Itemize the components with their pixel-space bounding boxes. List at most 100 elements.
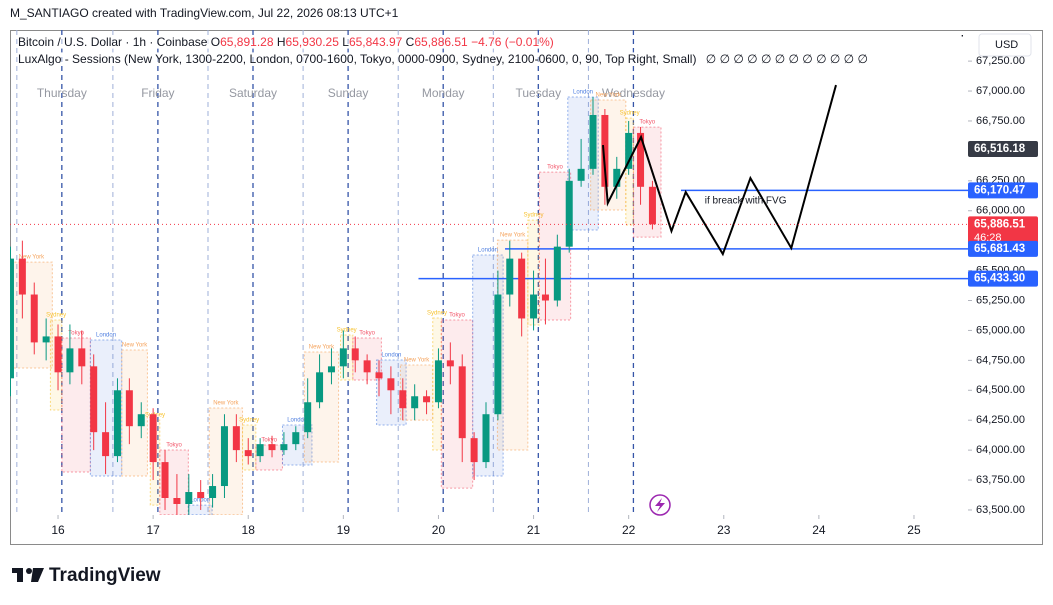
ohlc-value: 65,891.28 bbox=[220, 35, 274, 49]
session-label: Tokyo bbox=[547, 165, 563, 171]
session-box bbox=[121, 349, 148, 477]
session-label: Tokyo bbox=[449, 313, 465, 319]
x-tick-label: 25 bbox=[907, 523, 921, 537]
ohlc-value: 65,930.25 bbox=[285, 35, 339, 49]
change: −4.76 (−0.01%) bbox=[471, 35, 554, 49]
ohlc-key: L bbox=[342, 35, 349, 49]
y-tick-label: 63,750.00 bbox=[976, 474, 1025, 486]
session-label: New York bbox=[213, 401, 239, 407]
x-tick-label: 21 bbox=[527, 523, 541, 537]
candle-body bbox=[553, 246, 561, 301]
day-label: Thursday bbox=[37, 86, 87, 100]
candle-body bbox=[149, 414, 157, 463]
plot-area: Thursday Friday Saturday Sunday Monday Tuesda… bbox=[10, 30, 968, 515]
candle-body bbox=[292, 432, 300, 445]
session-label: Tokyo bbox=[166, 443, 182, 449]
ohlc-key: C bbox=[405, 35, 415, 49]
session-label: New York bbox=[596, 93, 622, 99]
x-tick-label: 16 bbox=[51, 523, 65, 537]
session-label: Tokyo bbox=[639, 120, 655, 126]
candle-body bbox=[113, 390, 121, 457]
candle-body bbox=[399, 390, 407, 409]
indicator-values: ∅ ∅ ∅ ∅ ∅ ∅ ∅ ∅ ∅ ∅ ∅ ∅ bbox=[705, 52, 868, 66]
candle-body bbox=[327, 366, 335, 373]
ohlc-key: O bbox=[210, 35, 221, 49]
day-label: Saturday bbox=[229, 86, 277, 100]
y-tick-label: 66,000.00 bbox=[976, 205, 1025, 217]
candle-body bbox=[102, 432, 110, 457]
price-tag bbox=[968, 240, 1038, 257]
candle-body bbox=[161, 462, 169, 499]
candle-body bbox=[18, 258, 26, 295]
candle-body bbox=[423, 396, 431, 403]
candle-body bbox=[173, 498, 181, 504]
day-label: Wednesday bbox=[602, 86, 665, 100]
symbol: Bitcoin / U.S. Dollar · 1h · Coinbase bbox=[18, 35, 208, 49]
session-label: Sydney bbox=[337, 328, 357, 334]
day-label: Friday bbox=[141, 86, 174, 100]
session-label: Sydney bbox=[524, 213, 544, 219]
price-tags: 66,516.1866,170.4765,886.5146:2865,681.4… bbox=[968, 140, 1038, 287]
candle-body bbox=[470, 438, 478, 463]
session-label: Sydney bbox=[427, 311, 447, 317]
candle-body bbox=[66, 348, 74, 373]
session-label: London bbox=[287, 418, 307, 424]
session-label: Sydney bbox=[46, 313, 66, 319]
session-label: New York bbox=[500, 233, 526, 239]
candle-body bbox=[125, 390, 133, 427]
x-tick-label: 23 bbox=[717, 523, 731, 537]
logo-stem bbox=[17, 568, 23, 582]
projection-line bbox=[601, 84, 837, 257]
session-label: New York bbox=[404, 358, 430, 364]
session-box bbox=[625, 117, 634, 226]
x-tick-label: 18 bbox=[242, 523, 256, 537]
candle-body bbox=[648, 186, 656, 225]
candle-body bbox=[458, 366, 466, 439]
candle-body bbox=[494, 294, 502, 415]
session-label: Sydney bbox=[620, 111, 640, 117]
candle-body bbox=[316, 372, 324, 403]
session-label: New York bbox=[122, 343, 148, 349]
candle-body bbox=[589, 114, 597, 169]
ohlc-legend: O65,891.28 H65,930.25 L65,843.97 C65,886… bbox=[211, 35, 471, 49]
candle-body bbox=[387, 378, 395, 391]
candle-body bbox=[10, 258, 14, 379]
candle-body bbox=[518, 258, 526, 319]
price-tag bbox=[968, 216, 1038, 247]
replay-icon-bolt bbox=[655, 498, 665, 512]
price-tag-label: 65,433.30 bbox=[974, 273, 1025, 285]
x-tick-label: 24 bbox=[812, 523, 826, 537]
candle-body bbox=[54, 336, 62, 373]
session-label: Sydney bbox=[239, 418, 259, 424]
price-tag bbox=[968, 270, 1038, 287]
session-label: Tokyo bbox=[261, 438, 277, 444]
session-box bbox=[61, 337, 91, 473]
session-label: New York bbox=[309, 345, 335, 351]
y-tick-label: 65,250.00 bbox=[976, 294, 1025, 306]
price-tag-label: 66,516.18 bbox=[974, 143, 1026, 155]
y-tick-label: 66,750.00 bbox=[976, 115, 1025, 127]
session-label: Tokyo bbox=[68, 331, 84, 337]
x-tick-label: 20 bbox=[432, 523, 446, 537]
logo-dot bbox=[26, 568, 32, 574]
ohlc-key: H bbox=[276, 35, 286, 49]
currency-box[interactable] bbox=[978, 33, 1032, 57]
candle-body bbox=[339, 348, 347, 367]
price-tag bbox=[968, 140, 1038, 157]
menu-dot[interactable]: · bbox=[960, 27, 965, 43]
candle-body bbox=[304, 402, 312, 433]
candle-body bbox=[256, 444, 264, 457]
ohlc-value: 65,843.97 bbox=[348, 35, 403, 49]
candle-body bbox=[434, 360, 442, 403]
session-box bbox=[440, 319, 474, 489]
candle-body bbox=[601, 114, 609, 187]
price-tag-label: 66,170.47 bbox=[974, 184, 1025, 196]
candle-body bbox=[232, 426, 240, 451]
currency[interactable]: USD bbox=[995, 39, 1018, 51]
x-tick-label: 22 bbox=[622, 523, 636, 537]
candle-body bbox=[185, 492, 193, 504]
y-tick-label: 67,250.00 bbox=[976, 55, 1025, 67]
